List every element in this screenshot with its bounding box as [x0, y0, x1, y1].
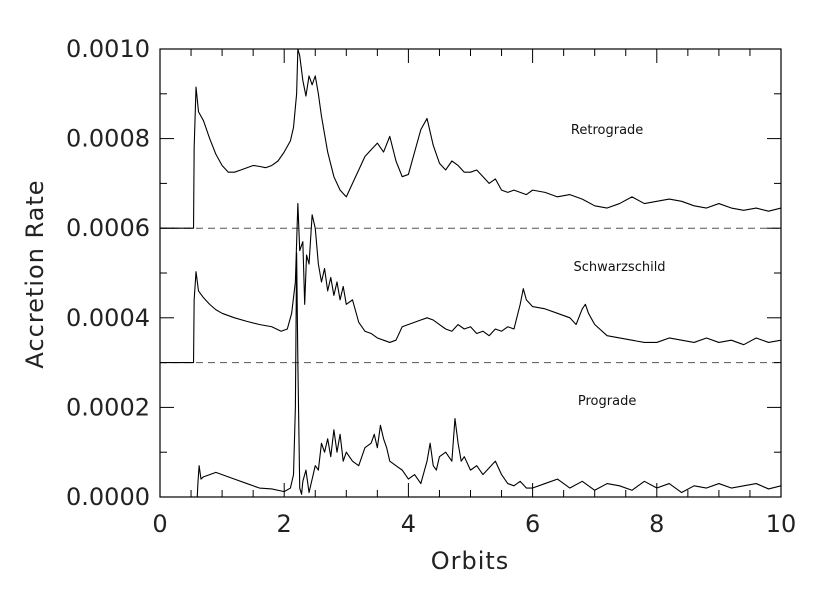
y-tick-label: 0.0010: [66, 35, 150, 63]
reference-lines: [160, 227, 781, 364]
plot-frame: [159, 48, 782, 498]
x-axis-title: Orbits: [431, 547, 510, 575]
y-tick-label: 0.0004: [66, 304, 150, 332]
x-tick-label: 4: [401, 510, 416, 538]
y-tick-label: 0.0006: [66, 214, 150, 242]
x-tick-label: 2: [277, 510, 292, 538]
x-tick-labels: 0 2 4 6 8 10: [152, 510, 796, 538]
series-line-1: [160, 203, 782, 364]
series-line-0: [160, 48, 782, 229]
series-label-schwarzschild: Schwarzschild: [574, 260, 666, 275]
x-tick-label: 10: [766, 510, 797, 538]
series-label-prograde: Prograde: [578, 394, 636, 409]
y-axis-title: Accretion Rate: [21, 179, 49, 368]
series-line-2: [160, 252, 782, 498]
series-lines: [160, 48, 782, 498]
x-tick-label: 6: [525, 510, 540, 538]
y-tick-labels: 0.0000 0.0002 0.0004 0.0006 0.0008 0.0010: [66, 35, 150, 511]
y-tick-label: 0.0008: [66, 125, 150, 153]
series-annotations: Retrograde Schwarzschild Prograde: [571, 123, 666, 409]
axis-ticks: [159, 48, 782, 498]
y-tick-label: 0.0002: [66, 393, 150, 421]
x-tick-label: 8: [649, 510, 664, 538]
series-label-retrograde: Retrograde: [571, 123, 643, 138]
x-tick-label: 0: [152, 510, 167, 538]
y-tick-label: 0.0000: [66, 483, 150, 511]
